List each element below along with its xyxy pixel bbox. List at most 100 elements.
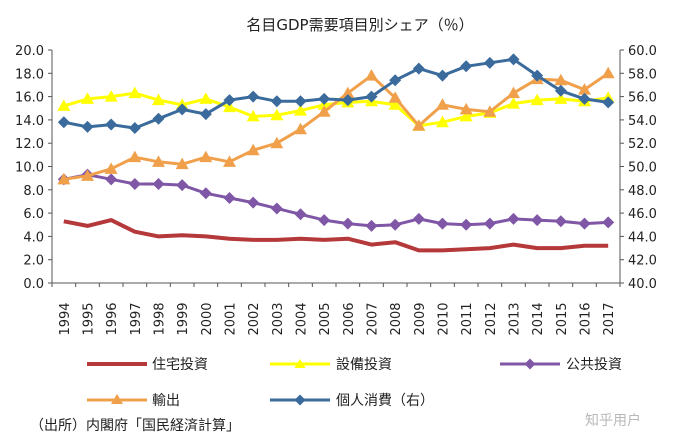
right-tick-label: 52.0 xyxy=(628,137,657,152)
data-point xyxy=(270,136,284,149)
data-point xyxy=(128,177,141,190)
legend-consumption-label: 個人消費（右） xyxy=(336,393,434,409)
right-tick-label: 58.0 xyxy=(628,67,657,82)
series-consumption-line xyxy=(63,57,609,130)
x-tick-label: 2006 xyxy=(342,302,357,335)
legend: 住宅投資 設備投資 公共投資 輸出 個人消費（右） xyxy=(87,357,622,409)
data-point xyxy=(365,219,378,232)
x-tick-label: 2010 xyxy=(437,302,452,335)
data-point xyxy=(317,105,331,117)
left-tick-label: 16.0 xyxy=(15,91,44,106)
data-point xyxy=(554,73,568,86)
data-point xyxy=(152,177,165,190)
data-point xyxy=(389,74,402,87)
data-point xyxy=(247,90,260,103)
data-point xyxy=(175,157,189,170)
series-exports-line xyxy=(63,72,610,181)
right-tick-label: 60.0 xyxy=(628,44,657,59)
x-tick-label: 2017 xyxy=(602,302,617,335)
data-point xyxy=(388,98,402,110)
x-tick-label: 2016 xyxy=(579,302,594,335)
data-point xyxy=(436,217,449,230)
data-point xyxy=(152,93,165,106)
data-point xyxy=(57,99,71,111)
data-point xyxy=(105,118,118,131)
data-point xyxy=(223,155,236,167)
data-point xyxy=(460,60,473,73)
data-point xyxy=(365,69,378,81)
legend-public-marker xyxy=(524,358,536,370)
data-point xyxy=(554,84,567,97)
x-tick-label: 2005 xyxy=(318,302,333,335)
data-point xyxy=(507,86,520,99)
legend-exports-marker xyxy=(111,394,123,404)
x-tick-label: 1999 xyxy=(176,302,191,335)
data-point xyxy=(176,103,189,116)
right-tick-label: 40.0 xyxy=(628,277,657,292)
right-tick-label: 56.0 xyxy=(628,91,657,106)
data-point xyxy=(57,172,71,185)
data-point xyxy=(152,155,165,167)
series-consumption xyxy=(57,53,615,135)
x-tick-label: 2008 xyxy=(389,302,404,335)
x-tick-label: 2002 xyxy=(247,302,262,335)
legend-consumption-marker xyxy=(294,394,306,406)
data-point xyxy=(246,143,260,156)
data-point xyxy=(578,92,591,105)
x-tick-label: 1998 xyxy=(153,302,168,335)
data-point xyxy=(578,217,591,230)
data-point xyxy=(554,92,568,104)
data-point xyxy=(436,98,449,110)
right-tick-label: 54.0 xyxy=(628,114,657,129)
data-point xyxy=(223,191,236,204)
data-point xyxy=(388,91,402,103)
x-tick-label: 2004 xyxy=(295,302,310,335)
data-point xyxy=(199,150,213,163)
data-point xyxy=(318,214,331,227)
data-point xyxy=(294,122,307,135)
data-point xyxy=(223,100,236,113)
data-point xyxy=(459,109,473,122)
data-point xyxy=(507,53,520,66)
data-point xyxy=(199,187,212,200)
data-point xyxy=(246,109,260,122)
x-tick-label: 2003 xyxy=(271,302,286,335)
data-point xyxy=(412,119,426,131)
data-point xyxy=(128,150,142,163)
series-housing-line xyxy=(63,218,609,253)
data-point xyxy=(602,96,615,109)
data-point xyxy=(270,202,283,215)
x-tick-label: 2007 xyxy=(366,302,381,335)
data-point xyxy=(412,62,425,75)
x-tick-label: 2012 xyxy=(484,302,499,335)
legend-item-public: 公共投資 xyxy=(500,357,622,373)
data-point xyxy=(318,92,331,105)
data-point xyxy=(294,104,307,116)
data-point xyxy=(270,95,283,108)
x-tick-label: 2013 xyxy=(508,302,523,335)
x-tick-label: 2009 xyxy=(413,302,428,335)
legend-capex-marker xyxy=(294,359,306,368)
x-tick-label: 2011 xyxy=(460,302,475,335)
right-axis-ticks: 40.0 42.0 44.0 46.0 48.0 50.0 52.0 54.0 56.0 58.0… xyxy=(620,44,657,292)
data-point xyxy=(105,173,118,186)
series-public xyxy=(57,168,615,232)
data-point xyxy=(104,162,118,174)
source-note: （出所）内閣府「国民経済計算」 xyxy=(30,418,240,434)
data-point xyxy=(483,105,497,117)
right-tick-label: 46.0 xyxy=(628,207,657,222)
right-tick-label: 42.0 xyxy=(628,254,657,269)
left-tick-label: 6.0 xyxy=(23,207,44,222)
data-point xyxy=(554,215,567,228)
legend-item-housing: 住宅投資 xyxy=(87,357,208,373)
data-point xyxy=(531,69,544,82)
legend-item-capex: 設備投資 xyxy=(270,357,392,373)
x-axis-ticks: 1994 1995 1996 1997 1998 1999 2000 2001 2002 2003… xyxy=(51,283,621,336)
data-point xyxy=(294,95,307,108)
data-point xyxy=(483,56,496,69)
legend-exports-label: 輸出 xyxy=(152,393,180,409)
left-axis-ticks: 0.0 2.0 4.0 6.0 8.0 10.0 12.0 14.0 16.0 18.0 20.0 xyxy=(15,44,52,292)
left-tick-label: 0.0 xyxy=(23,277,44,292)
left-tick-label: 10.0 xyxy=(15,161,44,176)
x-tick-label: 1997 xyxy=(129,302,144,335)
